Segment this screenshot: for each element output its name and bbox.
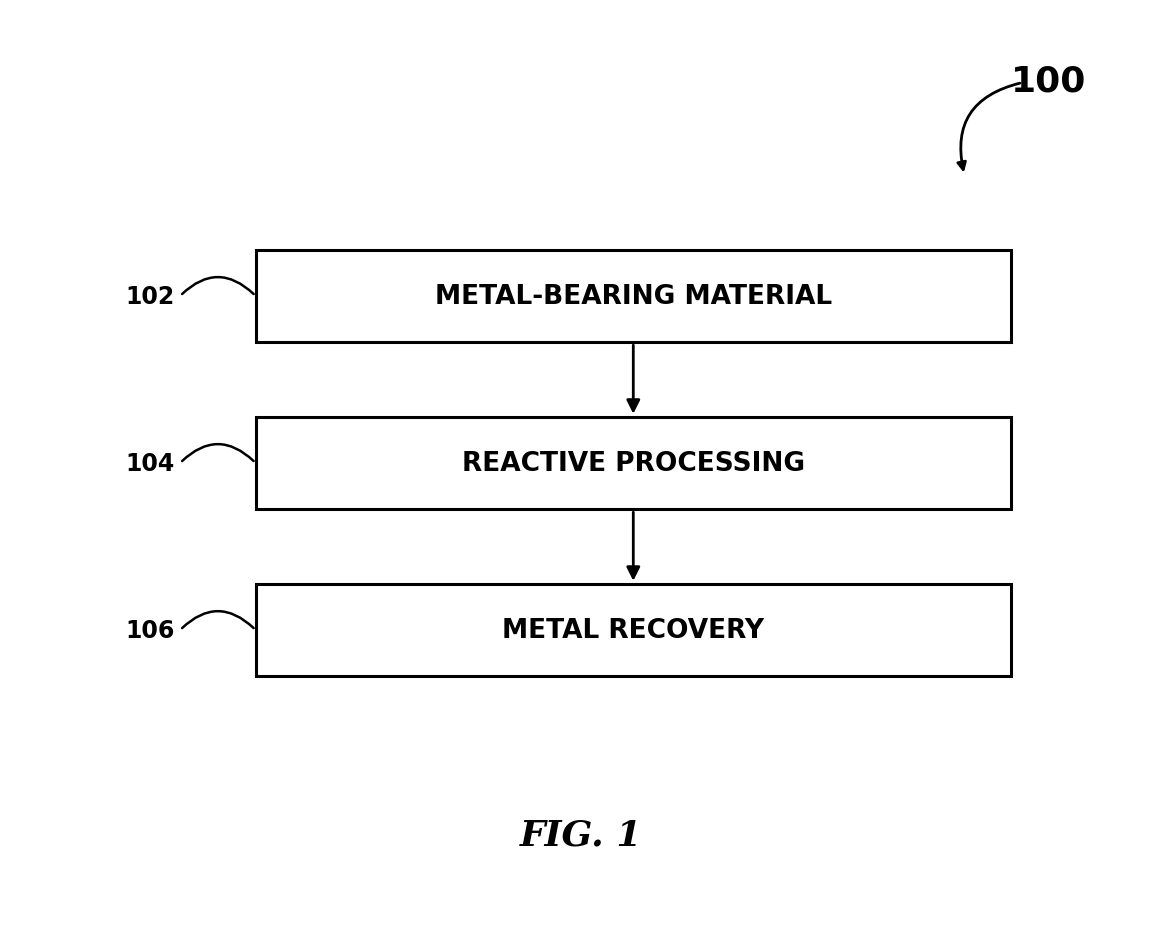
Text: REACTIVE PROCESSING: REACTIVE PROCESSING [461, 451, 805, 476]
Text: 100: 100 [1011, 65, 1086, 99]
Text: FIG. 1: FIG. 1 [519, 818, 643, 851]
Text: 106: 106 [125, 618, 174, 642]
Text: METAL RECOVERY: METAL RECOVERY [502, 617, 765, 643]
Text: 104: 104 [125, 451, 174, 476]
Bar [256, 584, 1011, 677]
Bar [256, 250, 1011, 343]
Text: METAL-BEARING MATERIAL: METAL-BEARING MATERIAL [435, 284, 832, 310]
Bar [256, 417, 1011, 510]
Text: 102: 102 [125, 285, 174, 309]
